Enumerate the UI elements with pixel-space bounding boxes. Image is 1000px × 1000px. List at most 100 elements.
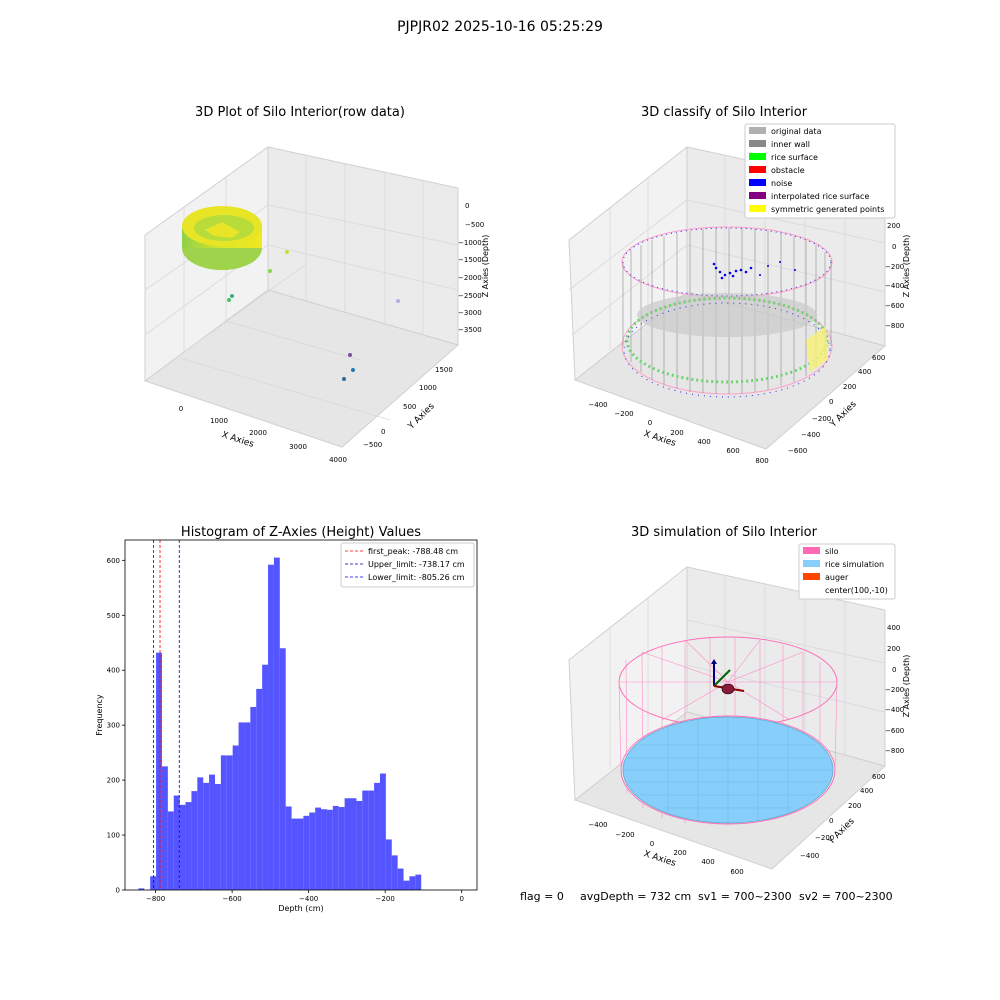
simulation-ytick: 600 [872,773,885,781]
histogram-bars [138,557,422,890]
histogram-bar [138,888,145,890]
simulation-ztick: 200 [887,645,900,653]
simulation-ytick: −200 [815,834,834,842]
histogram-title: Histogram of Z-Axies (Height) Values [181,525,421,540]
histogram-legend-box [340,542,475,588]
histogram-xtick-label: −800 [146,895,165,903]
histogram-bar [291,818,298,890]
histogram-bar [303,815,310,890]
simulation-xtick: 200 [673,849,686,857]
histogram-bar [385,839,392,890]
histogram-axes-frame [124,539,478,891]
histogram-bar [173,795,180,890]
raw-xtick: 2000 [249,429,267,437]
simulation-plot-title: 3D simulation of Silo Interior [631,525,818,540]
classify-ytick: 400 [858,368,871,376]
simulation-ztick: −800 [885,747,904,755]
raw-ztick: −2000 [458,274,482,282]
classify-legend-swatch [749,127,766,134]
sv2-status: sv2 = 700~2300 [799,890,893,903]
classify-ytick: −200 [812,415,831,423]
raw-x-ticks: 0 1000 2000 3000 4000 [179,405,347,464]
raw-outlier-points [227,250,400,381]
classify-legend: original data inner wall rice surface obsta… [744,123,896,219]
histogram-bar [403,880,410,890]
histogram-bar [203,782,210,890]
classify-plot-title: 3D classify of Silo Interior [641,105,808,120]
histogram-ytick-label: 600 [107,557,120,565]
raw-xtick: 1000 [210,417,228,425]
status-footer: flag = 0 avgDepth = 732 cm sv1 = 700~230… [520,890,893,903]
simulation-legend: silo rice simulation auger center(100,-10) [798,543,896,600]
figure-suptitle: PJPJR02 2025-10-16 05:25:29 [397,19,603,35]
raw-xtick: 3000 [289,443,307,451]
histogram-legend-label: first_peak: -788.48 cm [368,547,458,556]
classify-x-ticks: −400 −200 0 200 400 600 800 [588,401,768,465]
simulation-x-axis-label: X Axies [642,849,677,869]
classify-legend-swatch [749,192,766,199]
classify-ytick: 200 [843,383,856,391]
histogram-bar [315,807,322,890]
histogram-bar [391,855,398,890]
simulation-legend-label: silo [825,547,839,556]
simulation-legend-label: rice simulation [825,560,884,569]
raw-ytick: −500 [363,441,382,449]
histogram-bar [197,777,204,890]
classify-ytick: −600 [788,447,807,455]
simulation-ztick: −400 [885,706,904,714]
histogram-vlines [153,540,180,890]
histogram-bar [285,806,292,890]
histogram-xtick-label: −200 [376,895,395,903]
raw-y-ticks: −500 0 500 1000 1500 [363,366,453,449]
histogram-bar [232,745,239,890]
simulation-legend-items: silo rice simulation auger center(100,-10) [803,547,888,595]
histogram-ytick-label: 300 [107,722,120,730]
raw-ytick: 1500 [435,366,453,374]
histogram-bar [191,791,198,890]
histogram-bar [350,798,357,890]
histogram-bar [150,876,157,890]
classify-xtick: 0 [648,419,652,427]
simulation-ytick: −400 [800,852,819,860]
histogram-legend-items: first_peak: -788.48 cm Upper_limit: -738.… [345,547,465,582]
avg-depth-status: avgDepth = 732 cm [580,890,691,903]
classify-ztick: 200 [887,222,900,230]
histogram-bar [332,805,339,890]
classify-legend-swatch [749,179,766,186]
histogram-legend-label: Lower_limit: -805.26 cm [368,573,465,582]
simulation-ytick: 400 [860,787,873,795]
simulation-gridlines [609,575,886,770]
simulation-legend-swatch [803,560,820,567]
raw-ztick: −3500 [458,326,482,334]
raw-floor-pane [143,289,460,448]
simulation-xtick: −400 [588,821,607,829]
simulation-y-ticks: −400 −200 0 200 400 600 [800,773,885,860]
histogram-x-ticks: −800 −600 −400 −200 0 [146,890,464,903]
classify-legend-label: noise [771,179,792,188]
simulation-x-ticks: −400 −200 0 200 400 600 [588,821,743,876]
histogram-bar [256,688,263,890]
simulation-xtick: 0 [650,840,654,848]
sv1-status: sv1 = 700~2300 [698,890,792,903]
histogram-bar [220,755,227,890]
histogram-bar [338,807,345,890]
raw-ytick: 1000 [419,384,437,392]
histogram-bar [279,648,286,890]
histogram-legend-label: Upper_limit: -738.17 cm [368,560,465,569]
raw-ztick: −2500 [458,292,482,300]
classify-legend-label: inner wall [771,140,810,149]
histogram-legend: first_peak: -788.48 cm Upper_limit: -738.… [340,542,475,588]
simulation-legend-swatch [803,573,820,580]
histogram-bar [415,874,422,890]
histogram-bar [374,782,380,890]
classify-ytick: −400 [801,431,820,439]
raw-ytick: 0 [381,428,385,436]
simulation-legend-box [798,543,896,600]
histogram-bar [214,783,221,890]
classify-z-ticks: 200 0 −200 −400 −600 −800 [885,222,904,330]
simulation-xtick: −200 [615,831,634,839]
classify-ztick: −800 [885,322,904,330]
histogram-bar [244,722,251,890]
panel-simulation-3d: 3D simulation of Silo Interior [568,525,911,876]
histogram-xtick-label: −600 [223,895,242,903]
